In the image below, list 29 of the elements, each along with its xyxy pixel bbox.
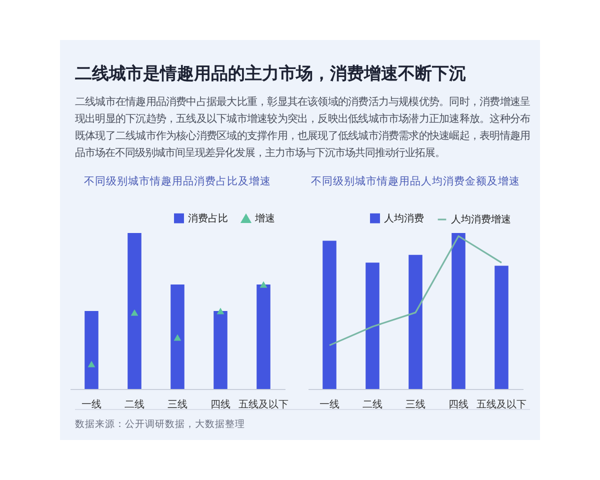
point xyxy=(216,308,224,314)
bar xyxy=(408,254,422,389)
x-tick-label: 二线 xyxy=(124,398,144,410)
x-tick-label: 一线 xyxy=(320,398,340,410)
legend-label: 人均消费增速 xyxy=(451,214,511,226)
text: 二线城市在情趣用品消费中占据最大比重，彰显其在该领域的消费活力与规模优势。同时，消费增速呈现出明显的下沉趋势，五线及以下城市增速较为突出，反映出低线城市市场潜力正加速释放。这种分布既体现了二线城市作为核心消费区域的支撑作用，也展现了低线城市消费需求的快速崛起，表明情趣用品市场在不同级别城市间呈现差异化发展，主力市场与下沉市场共同推动行业拓展。 xyxy=(75,95,530,161)
legend-label: 增速 xyxy=(254,212,275,225)
x-tick-label: 五线及以下 xyxy=(476,398,526,410)
point xyxy=(174,334,182,341)
bar xyxy=(366,262,380,389)
chart-title: 不同级别城市情趣用品人均消费金额及增速 xyxy=(311,174,520,188)
point xyxy=(260,281,268,288)
x-tick-label: 三线 xyxy=(406,398,426,410)
legend-label: 人均消费 xyxy=(384,212,424,224)
x-tick-label: 四线 xyxy=(448,398,468,410)
x-tick-label: 四线 xyxy=(210,398,230,410)
text: 二线城市是情趣用品的主力市场，消费增速不断下沉 xyxy=(75,63,467,85)
x-tick-label: 五线及以下 xyxy=(238,398,288,410)
x-tick-label: 三线 xyxy=(168,398,188,410)
source-note: 数据来源：公开调研数据，大数据整理 xyxy=(75,418,245,431)
bar xyxy=(322,240,336,389)
x-tick-label: 一线 xyxy=(82,398,102,410)
legend-label: 消费占比 xyxy=(188,212,228,224)
chart-title: 不同级别城市情趣用品消费占比及增速 xyxy=(84,174,271,188)
point xyxy=(88,360,96,368)
bar xyxy=(452,233,466,389)
point xyxy=(130,309,138,316)
bar xyxy=(494,266,508,389)
x-tick-label: 二线 xyxy=(362,398,382,410)
